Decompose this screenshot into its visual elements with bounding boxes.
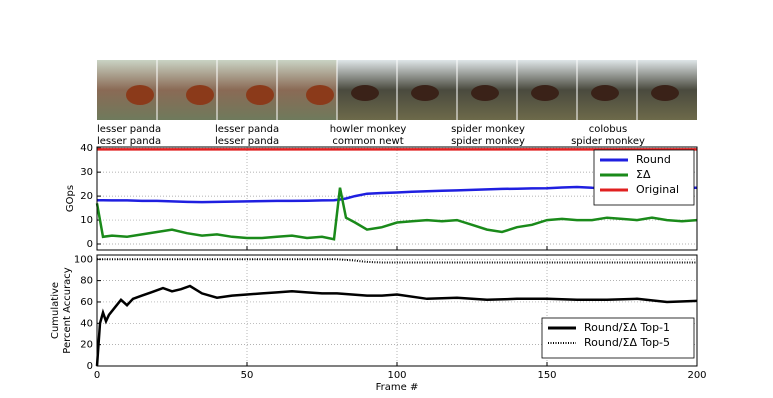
x-axis-label: Frame # <box>376 382 419 393</box>
frame-label-bottom: spider monkey <box>571 136 645 147</box>
frame-label-top: colobus <box>589 124 627 135</box>
y-tick-label: 40 <box>80 318 93 329</box>
y-tick-label: 40 <box>80 143 93 154</box>
frame-label-top: lesser panda <box>97 124 161 135</box>
x-tick-label: 200 <box>687 370 706 381</box>
y-tick-label: 20 <box>80 191 93 202</box>
legend-label: Original <box>636 183 679 196</box>
x-tick-label: 0 <box>94 370 100 381</box>
y-axis-label: Cumulative <box>50 282 61 339</box>
y-tick-label: 80 <box>80 276 93 287</box>
legend-label: Round/ΣΔ Top-5 <box>584 336 670 349</box>
legend-label: Round <box>636 153 671 166</box>
x-tick-label: 50 <box>241 370 254 381</box>
frame-label-bottom: lesser panda <box>97 136 161 147</box>
y-tick-label: 0 <box>87 361 93 372</box>
series-line <box>97 258 697 264</box>
y-tick-label: 60 <box>80 297 93 308</box>
y-tick-label: 0 <box>87 239 93 250</box>
y-axis-label: GOps <box>65 185 76 212</box>
y-tick-label: 100 <box>74 254 93 265</box>
frame-label-top: lesser panda <box>215 124 279 135</box>
legend-box <box>541 317 695 359</box>
y-tick-label: 20 <box>80 340 93 351</box>
series-line <box>95 187 698 241</box>
y-tick-label: 30 <box>80 167 93 178</box>
frame-label-bottom: lesser panda <box>215 136 279 147</box>
plot-frame <box>96 254 698 367</box>
legend-label: ΣΔ <box>636 168 651 181</box>
plot-frame <box>96 146 698 251</box>
frame-label-bottom: common newt <box>332 136 403 147</box>
y-axis-label: Percent Accuracy <box>62 267 73 354</box>
series-line <box>97 185 697 204</box>
image-strip <box>97 60 697 120</box>
frame-label-top: spider monkey <box>451 124 525 135</box>
frame-label-top: howler monkey <box>330 124 407 135</box>
frame-label-bottom: spider monkey <box>451 136 525 147</box>
series-line <box>95 284 698 367</box>
x-tick-label: 100 <box>387 370 406 381</box>
y-tick-label: 10 <box>80 215 93 226</box>
legend-label: Round/ΣΔ Top-1 <box>584 321 670 334</box>
x-tick-label: 150 <box>537 370 556 381</box>
